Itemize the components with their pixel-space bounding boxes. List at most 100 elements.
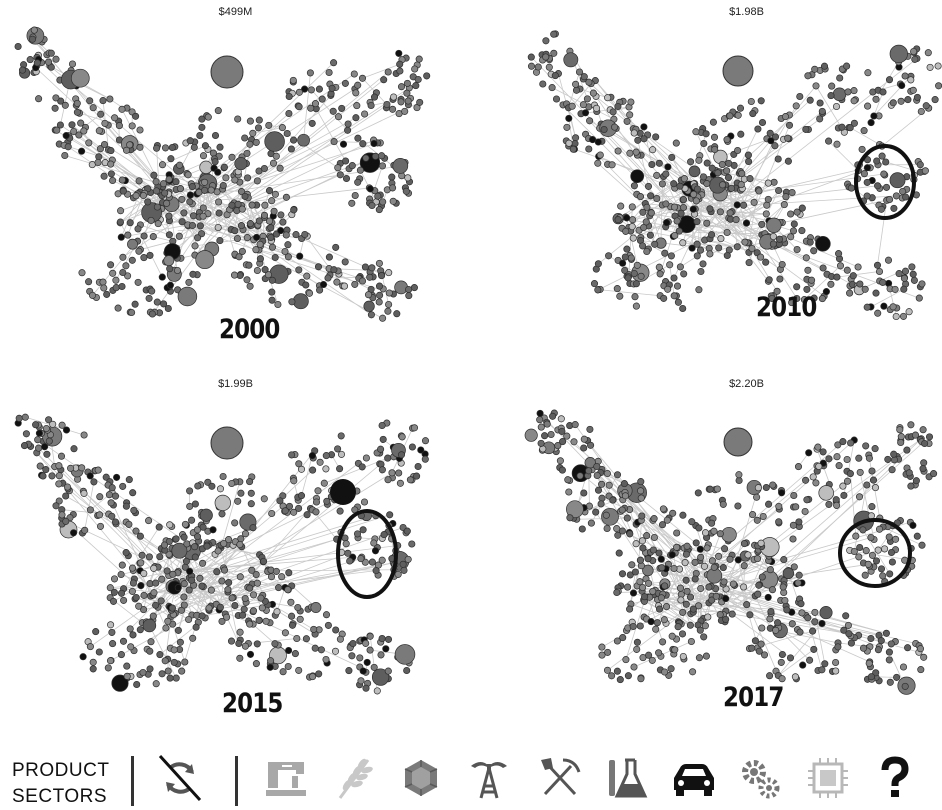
product-node [709, 558, 715, 564]
product-node [226, 579, 232, 585]
product-node [150, 613, 156, 619]
product-node [681, 271, 687, 277]
product-node [259, 605, 265, 611]
product-node [237, 655, 243, 661]
product-node [249, 202, 255, 208]
product-node [893, 313, 899, 319]
product-node [293, 231, 299, 237]
product-node [269, 510, 275, 516]
product-node [162, 145, 168, 151]
product-node [396, 50, 402, 56]
product-node [806, 657, 812, 663]
product-node [63, 427, 69, 433]
product-node [340, 141, 346, 147]
product-node [357, 167, 363, 173]
sector-other-toggle[interactable] [873, 754, 917, 802]
product-node [715, 553, 721, 559]
product-node [653, 134, 659, 140]
product-node [601, 126, 607, 132]
product-node [605, 253, 611, 259]
product-node [740, 202, 746, 208]
product-node [825, 138, 831, 144]
product-node [893, 674, 899, 680]
product-node [404, 80, 410, 86]
sector-services-toggle[interactable] [158, 754, 202, 802]
sector-agriculture-toggle[interactable] [332, 754, 376, 802]
product-node [851, 87, 857, 93]
product-node [886, 534, 892, 540]
product-node [195, 483, 201, 489]
product-node [96, 128, 102, 134]
product-node [768, 608, 774, 614]
product-node [395, 281, 408, 294]
product-node [107, 262, 113, 268]
product-node [880, 573, 886, 579]
product-node [595, 261, 601, 267]
product-node [153, 145, 159, 151]
product-node [100, 97, 106, 103]
product-node [159, 576, 165, 582]
product-node [812, 609, 818, 615]
product-node [120, 254, 126, 260]
product-node [565, 477, 571, 483]
product-node [141, 570, 147, 576]
product-node [837, 75, 843, 81]
product-node [633, 303, 639, 309]
product-node [129, 123, 135, 129]
product-node [910, 271, 916, 277]
product-node [916, 295, 922, 301]
product-node [199, 124, 205, 130]
product-node [249, 567, 255, 573]
sector-chemicals-toggle[interactable] [605, 754, 649, 802]
product-node [890, 100, 896, 106]
product-node [864, 304, 870, 310]
product-node [628, 255, 634, 261]
product-node [673, 544, 679, 550]
product-node [800, 662, 806, 668]
product-node [326, 254, 332, 260]
product-node [819, 620, 825, 626]
product-node [137, 144, 143, 150]
sector-textiles-toggle[interactable] [264, 754, 308, 802]
product-node [111, 115, 117, 121]
product-node [162, 190, 168, 196]
product-node [398, 84, 404, 90]
product-node [126, 476, 132, 482]
product-node [785, 135, 791, 141]
sector-metals-toggle[interactable] [537, 754, 581, 802]
product-node [802, 508, 808, 514]
product-node [139, 552, 145, 558]
product-node [876, 526, 882, 532]
product-node [223, 175, 229, 181]
sector-stone-toggle[interactable] [399, 754, 443, 802]
product-node [197, 132, 203, 138]
product-node [34, 60, 40, 66]
product-node [351, 71, 357, 77]
product-node [153, 580, 159, 586]
sector-vehicles-toggle[interactable] [672, 754, 716, 802]
product-node [177, 185, 183, 191]
product-node [65, 144, 71, 150]
sector-minerals-toggle[interactable] [467, 754, 511, 802]
product-node [244, 175, 250, 181]
product-node [27, 56, 33, 62]
product-node [705, 614, 711, 620]
product-node [62, 102, 68, 108]
product-node [333, 244, 339, 250]
sector-machinery-toggle[interactable] [738, 754, 782, 802]
product-node [749, 245, 755, 251]
product-node [369, 265, 375, 271]
product-node [295, 604, 301, 610]
product-node [151, 172, 157, 178]
product-node [269, 297, 275, 303]
sector-electronics-toggle[interactable] [806, 754, 850, 802]
product-node [221, 567, 227, 573]
product-node [734, 244, 740, 250]
product-node [368, 102, 374, 108]
product-node [834, 141, 840, 147]
product-node [653, 626, 659, 632]
product-node [885, 456, 891, 462]
product-node [129, 565, 135, 571]
product-node [270, 160, 276, 166]
product-node [768, 138, 774, 144]
